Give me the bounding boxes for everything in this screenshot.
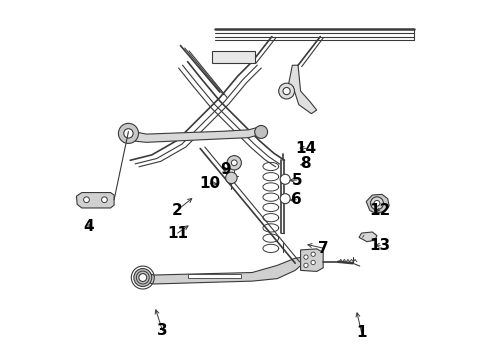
Circle shape <box>101 197 107 203</box>
Text: 11: 11 <box>167 226 188 240</box>
Circle shape <box>374 201 380 206</box>
Circle shape <box>283 87 290 95</box>
Text: 2: 2 <box>172 203 182 218</box>
Text: 6: 6 <box>291 192 302 207</box>
Text: 8: 8 <box>300 156 311 171</box>
Circle shape <box>255 126 268 138</box>
Text: 1: 1 <box>356 325 367 340</box>
Circle shape <box>304 255 308 259</box>
Circle shape <box>231 160 237 166</box>
Polygon shape <box>139 257 304 284</box>
Text: 3: 3 <box>157 323 168 338</box>
Circle shape <box>139 274 147 282</box>
Circle shape <box>119 123 139 143</box>
Circle shape <box>304 263 308 267</box>
Circle shape <box>280 194 290 204</box>
Polygon shape <box>300 249 323 271</box>
Circle shape <box>227 156 242 170</box>
Polygon shape <box>188 274 242 278</box>
Circle shape <box>84 197 89 203</box>
Text: 14: 14 <box>295 141 317 156</box>
Polygon shape <box>359 232 377 242</box>
Text: 5: 5 <box>292 172 302 188</box>
Circle shape <box>279 83 294 99</box>
Circle shape <box>134 269 152 287</box>
Text: 9: 9 <box>220 162 231 177</box>
Circle shape <box>124 129 133 138</box>
Polygon shape <box>128 127 263 142</box>
Circle shape <box>311 252 315 256</box>
Text: 12: 12 <box>369 203 390 218</box>
Text: 7: 7 <box>318 240 328 256</box>
Circle shape <box>225 172 237 184</box>
Circle shape <box>311 260 315 265</box>
Polygon shape <box>366 194 389 213</box>
Text: 13: 13 <box>369 238 391 253</box>
Text: 10: 10 <box>199 176 221 191</box>
Circle shape <box>280 174 290 184</box>
Text: 4: 4 <box>84 219 94 234</box>
Circle shape <box>370 197 383 210</box>
Polygon shape <box>76 193 114 208</box>
Polygon shape <box>212 51 255 63</box>
Polygon shape <box>288 65 317 114</box>
